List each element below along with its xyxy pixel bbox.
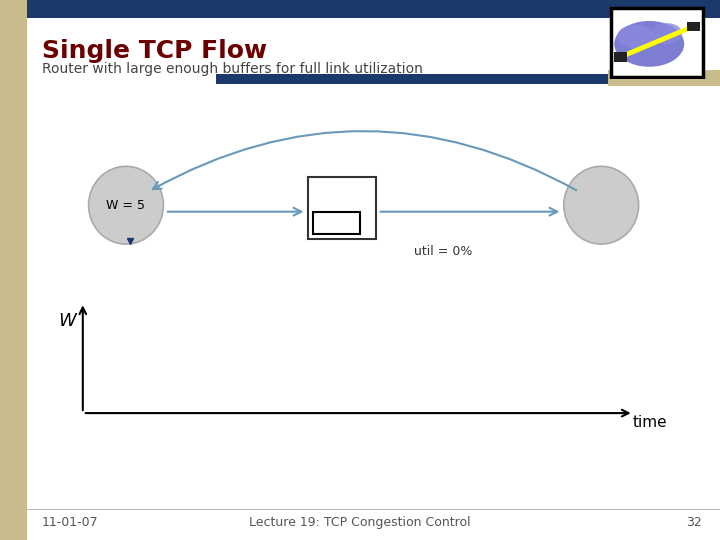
Bar [313, 212, 360, 234]
Ellipse shape [614, 21, 684, 67]
Text: Lecture 19: TCP Congestion Control: Lecture 19: TCP Congestion Control [249, 516, 471, 529]
Ellipse shape [564, 166, 639, 244]
Text: 11-01-07: 11-01-07 [42, 516, 99, 529]
Bar [614, 52, 627, 62]
Text: time: time [633, 415, 667, 430]
Ellipse shape [651, 23, 683, 44]
Text: W: W [58, 312, 76, 330]
Text: 32: 32 [686, 516, 702, 529]
Bar [608, 70, 720, 86]
Ellipse shape [617, 25, 654, 48]
Text: Router with large enough buffers for full link utilization: Router with large enough buffers for ful… [42, 62, 423, 76]
Text: util = 0%: util = 0% [414, 245, 472, 258]
Bar [27, 0, 720, 18]
Text: W = 5: W = 5 [107, 199, 145, 212]
Text: Single TCP Flow: Single TCP Flow [42, 39, 267, 63]
Bar [308, 177, 376, 239]
Bar [0, 0, 27, 540]
Ellipse shape [89, 166, 163, 244]
Bar [687, 22, 700, 31]
Bar [216, 74, 608, 84]
